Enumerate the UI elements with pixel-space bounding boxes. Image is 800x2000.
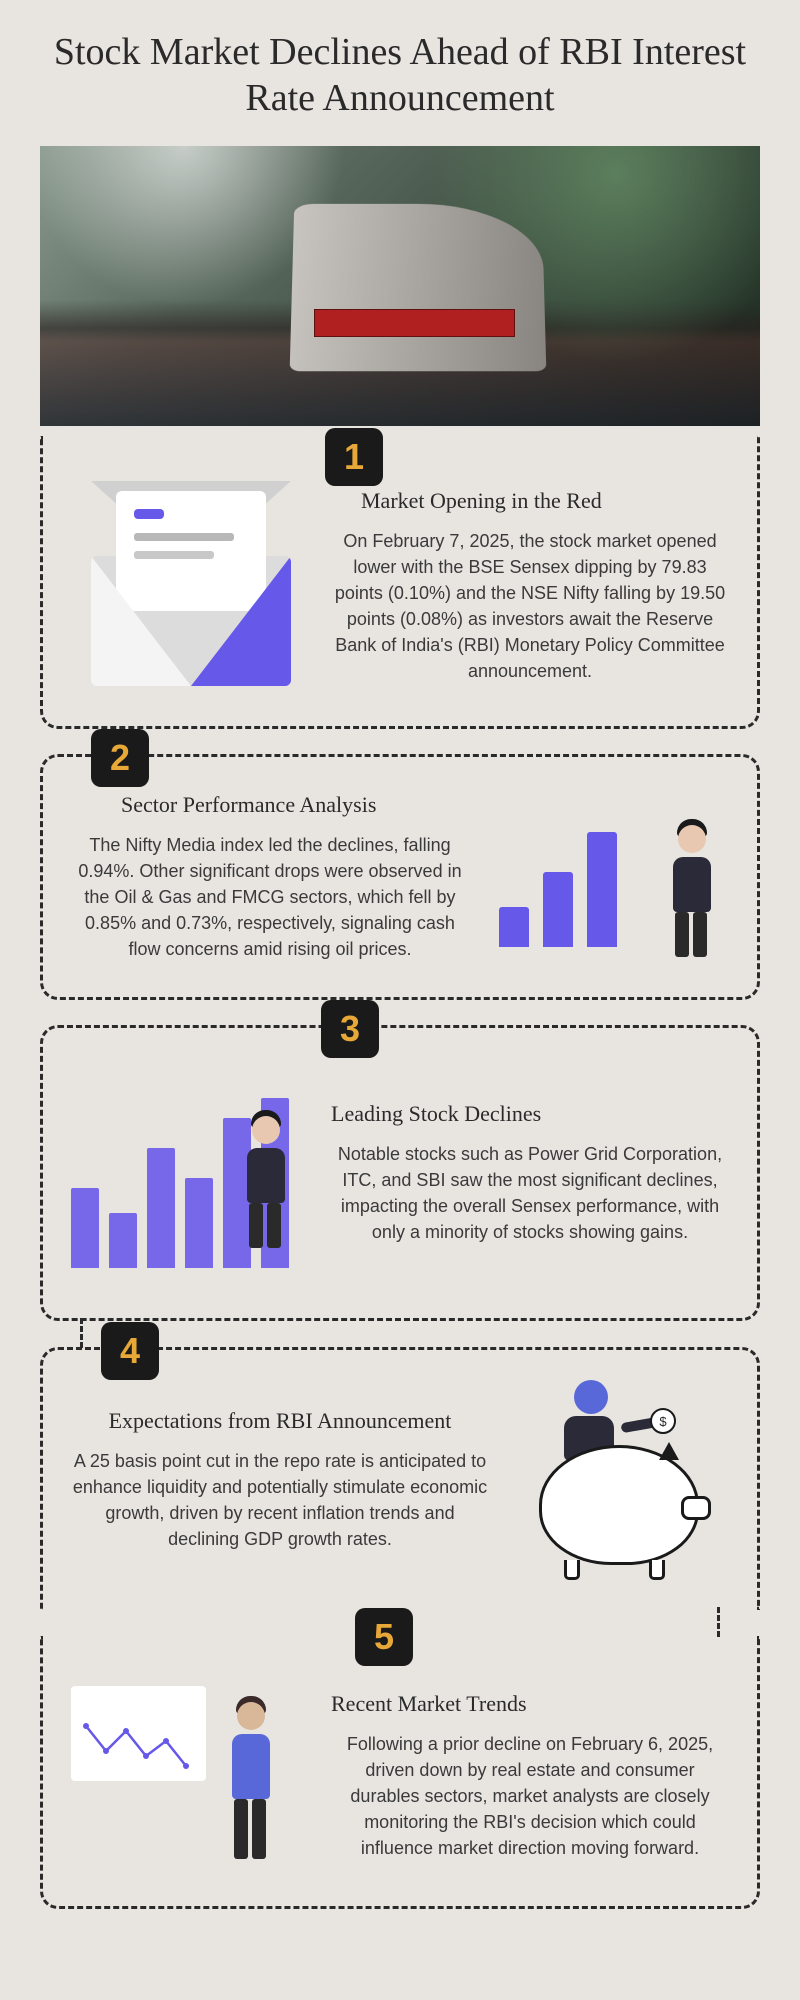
section-3-body: Notable stocks such as Power Grid Corpor… — [331, 1141, 729, 1245]
bar-chart-medium-icon — [71, 1058, 311, 1288]
section-4-heading: Expectations from RBI Announcement — [71, 1408, 489, 1434]
section-4: 4 Expectations from RBI Announcement A 2… — [40, 1347, 760, 1610]
section-1-heading: Market Opening in the Red — [331, 488, 729, 514]
badge-1: 1 — [325, 428, 383, 486]
badge-4: 4 — [101, 1322, 159, 1380]
section-5: 5 Recent Market Trends Following a prior… — [40, 1636, 760, 1909]
person-figure-icon — [664, 819, 719, 949]
section-4-body: A 25 basis point cut in the repo rate is… — [71, 1448, 489, 1552]
section-3-heading: Leading Stock Declines — [331, 1101, 729, 1127]
section-2: 2 Sector Performance Analysis The Nifty … — [40, 754, 760, 1000]
section-5-body: Following a prior decline on February 6,… — [331, 1731, 729, 1861]
section-1-body: On February 7, 2025, the stock market op… — [331, 528, 729, 685]
section-2-heading: Sector Performance Analysis — [71, 792, 469, 818]
decline-chart-icon — [71, 1676, 311, 1876]
envelope-icon — [71, 476, 311, 696]
badge-5: 5 — [355, 1608, 413, 1666]
page-title: Stock Market Declines Ahead of RBI Inter… — [40, 30, 760, 121]
section-1: 1 Market Opening in the Red On February … — [40, 436, 760, 729]
person-back-figure-icon — [221, 1696, 281, 1866]
person-figure-icon — [241, 1110, 291, 1270]
badge-2: 2 — [91, 729, 149, 787]
badge-3: 3 — [321, 1000, 379, 1058]
section-5-heading: Recent Market Trends — [331, 1691, 729, 1717]
hero-image — [40, 146, 760, 426]
piggy-bank-icon: $ — [509, 1380, 729, 1580]
connector — [80, 1318, 720, 1348]
section-2-body: The Nifty Media index led the declines, … — [71, 832, 469, 962]
bar-chart-small-icon — [489, 787, 729, 967]
dollar-coin-icon: $ — [650, 1408, 676, 1434]
section-3: 3 Leading Stock Declines Notable stocks … — [40, 1025, 760, 1321]
